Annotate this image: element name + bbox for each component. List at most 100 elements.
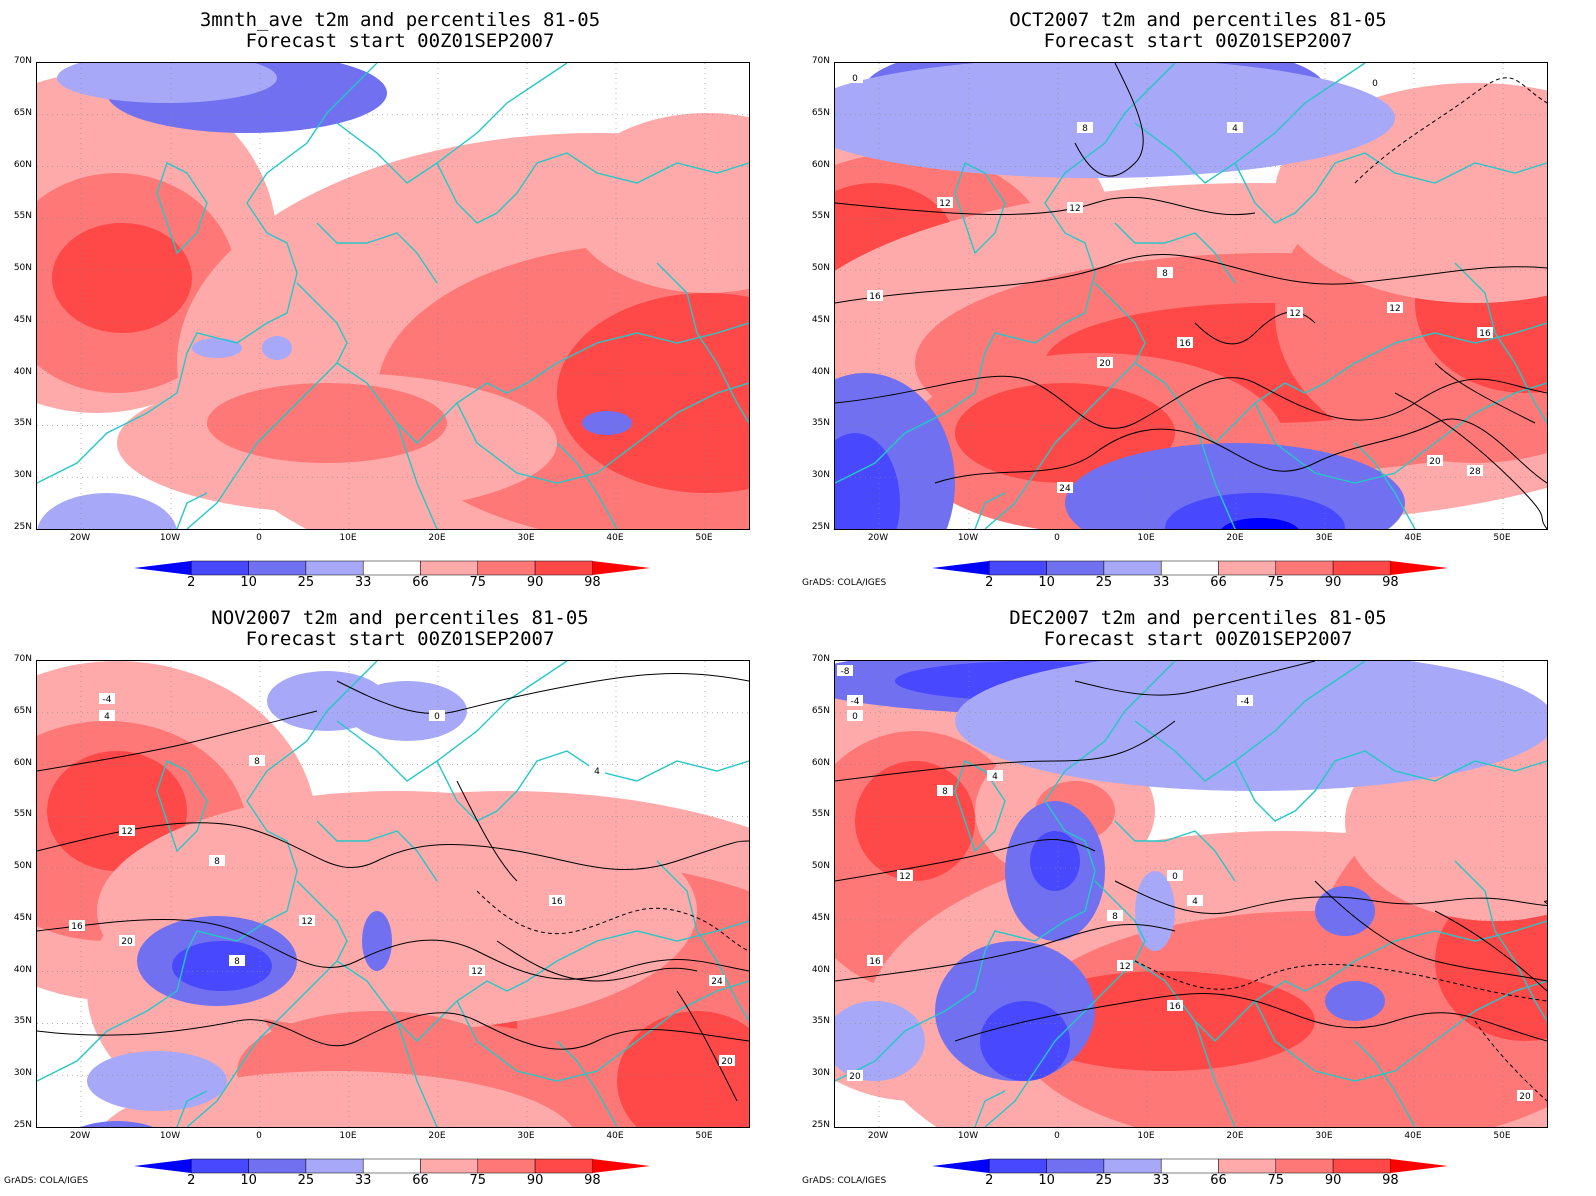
latitude-tick-label: 70N: [811, 654, 830, 664]
contour-label: 28: [1467, 465, 1483, 477]
colorbar-segment: [1046, 560, 1105, 576]
coastline: [176, 492, 208, 529]
percentile-shading: [980, 1001, 1070, 1081]
coastline: [1134, 63, 1366, 184]
colorbar-segment: [1390, 561, 1448, 575]
contour-label: 12: [299, 915, 315, 927]
latitude-tick-label: 45N: [13, 912, 32, 923]
contour-label-text: 28: [1469, 467, 1481, 477]
contour-label-text: 0: [852, 74, 858, 84]
temperature-contour: [1074, 661, 1316, 696]
temperature-contour: [835, 923, 1176, 982]
coastline: [656, 262, 749, 424]
colorbar-label: 66: [412, 575, 429, 590]
colorbar-segment: [134, 561, 191, 575]
colorbar-segment: [1275, 560, 1334, 576]
longitude-tick-label: 20E: [1226, 533, 1244, 543]
temperature-contour: [835, 375, 1547, 429]
percentile-shading: [192, 338, 242, 358]
contour-label-text: 12: [1069, 204, 1080, 214]
temperature-contour: [496, 940, 698, 982]
contour-label-text: -8: [841, 667, 850, 677]
temperature-contour: [835, 839, 1096, 882]
contour-label-text: 8: [942, 787, 948, 797]
contour-label: 8: [1107, 910, 1123, 922]
colorbar-label: 66: [1210, 575, 1227, 590]
colorbar-label: 90: [1324, 1173, 1342, 1188]
temperature-contour: [476, 890, 749, 952]
temperature-contour: [1474, 1020, 1547, 1102]
colorbar-label: 75: [1267, 575, 1285, 590]
latitude-tick-label: 65N: [13, 107, 32, 118]
colorbar-segment: [362, 560, 421, 576]
longitude-tick-label: 20E: [1226, 1131, 1244, 1141]
temperature-contour: [1434, 362, 1536, 424]
colorbar-label: 75: [469, 575, 487, 590]
longitude-tick-label: 10E: [339, 533, 357, 543]
longitude-tick-label: 10W: [957, 533, 979, 543]
contour-label-text: 12: [899, 872, 910, 882]
longitude-tick-label: 20E: [428, 1131, 446, 1141]
coastline: [456, 382, 749, 484]
colorbar-segment: [1160, 1158, 1219, 1174]
colorbar: [932, 560, 1448, 576]
colorbar-segment: [592, 561, 650, 575]
latitude-tick-label: 70N: [13, 654, 32, 664]
contour-label-text: 12: [939, 199, 950, 209]
temperature-contour: [37, 822, 749, 871]
temperature-contour: [456, 780, 518, 882]
colorbar-segment: [1160, 560, 1219, 576]
map-area: -4 4 8 12 16 20 0 4 8 12 16 20 24 8 12: [36, 660, 750, 1128]
longitude-tick-label: 20E: [428, 533, 446, 543]
latitude-tick-label: 25N: [13, 522, 32, 532]
temperature-contour: [1314, 880, 1547, 982]
contour-label-text: -4: [1241, 697, 1250, 707]
longitude-tick-label: 40E: [1404, 533, 1422, 543]
latitude-tick-label: 45N: [13, 314, 32, 325]
contour-label-text: -4: [103, 695, 112, 705]
contour-label: -4: [847, 695, 863, 707]
percentile-shading: [835, 1001, 925, 1081]
contour-label: 0: [1367, 77, 1383, 89]
contour-label-text: 20: [1429, 457, 1441, 467]
contour-label: 0: [847, 72, 863, 84]
contour-label: 12: [119, 825, 135, 837]
percentile-shading: [1030, 831, 1080, 891]
temperature-contour: [1074, 63, 1144, 177]
panel-subtitle: Forecast start 00Z01SEP2007: [1043, 30, 1353, 52]
coastline: [436, 750, 749, 822]
coastline: [1134, 920, 1547, 1042]
contour-label: 4: [589, 765, 605, 777]
latitude-tick-label: 30N: [811, 1068, 830, 1079]
coastline: [954, 162, 1006, 255]
coastline: [37, 63, 378, 484]
percentile-shading: [347, 681, 467, 741]
latitude-tick-label: 25N: [13, 1120, 32, 1130]
map-canvas: [37, 63, 749, 529]
longitude-tick-label: 30E: [517, 533, 535, 543]
longitude-tick-label: 30E: [1315, 533, 1333, 543]
contour-label: 8: [209, 855, 225, 867]
contour-label-text: 20: [1519, 1092, 1531, 1102]
percentile-shading: [87, 1051, 227, 1111]
panel-title: NOV2007 t2m and percentiles 81-05: [211, 607, 589, 629]
percentile-shading: [172, 941, 272, 991]
contour-label-text: 20: [849, 1072, 861, 1082]
longitude-tick-label: 50E: [1493, 1131, 1511, 1141]
contour-label-text: 12: [471, 967, 482, 977]
longitude-tick-label: 10W: [159, 1131, 181, 1141]
colorbar-segment: [1218, 560, 1277, 576]
contour-label-text: 20: [721, 1057, 733, 1067]
contour-label-text: 0: [852, 712, 858, 722]
colorbar-label: 98: [584, 575, 601, 590]
latitude-tick-label: 65N: [13, 705, 32, 716]
percentile-shading: [617, 1011, 749, 1127]
contour-label-text: 4: [104, 712, 110, 722]
colorbar-label: 33: [354, 575, 372, 590]
percentile-shading: [262, 336, 292, 360]
colorbar-label: 25: [1095, 1173, 1113, 1188]
percentile-shading: [362, 911, 392, 971]
temperature-contour: [835, 720, 1176, 782]
colorbar-segment: [305, 1158, 364, 1174]
contour-label-text: 8: [1162, 269, 1168, 279]
